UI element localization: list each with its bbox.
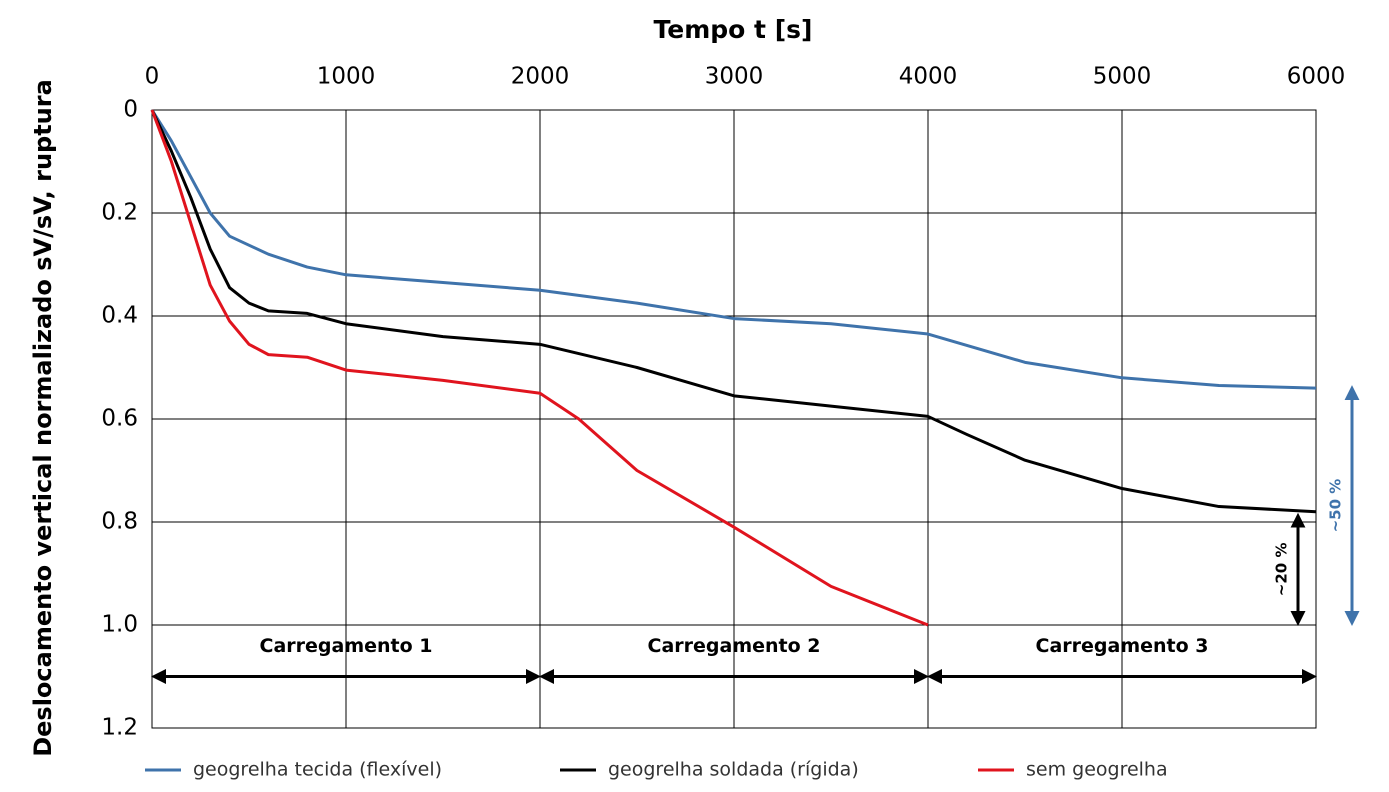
x-tick-label: 1000	[317, 64, 376, 90]
legend-label: geogrelha tecida (flexível)	[193, 759, 442, 781]
legend-label: geogrelha soldada (rígida)	[608, 759, 859, 781]
annotation-label: ~50 %	[1327, 479, 1345, 533]
x-tick-label: 3000	[705, 64, 764, 90]
phase-label: Carregamento 2	[648, 635, 821, 657]
phase-label: Carregamento 3	[1036, 635, 1209, 657]
x-tick-label: 2000	[511, 64, 570, 90]
y-tick-label: 1.2	[101, 715, 138, 741]
phase-label: Carregamento 1	[260, 635, 433, 657]
y-tick-label: 0.2	[101, 200, 138, 226]
y-tick-label: 1.0	[101, 612, 138, 638]
x-tick-label: 4000	[899, 64, 958, 90]
y-tick-label: 0.6	[101, 406, 138, 432]
x-tick-label: 0	[145, 64, 160, 90]
x-tick-label: 5000	[1093, 64, 1152, 90]
y-axis-title: Deslocamento vertical normalizado sV/sV,…	[29, 79, 57, 757]
x-axis-title: Tempo t [s]	[654, 15, 813, 44]
x-tick-label: 6000	[1287, 64, 1346, 90]
chart: Tempo t [s] Deslocamento vertical normal…	[0, 0, 1389, 792]
annotation-label: ~20 %	[1273, 542, 1291, 596]
y-tick-label: 0.8	[101, 509, 138, 535]
y-tick-label: 0.4	[101, 303, 138, 329]
legend-label: sem geogrelha	[1026, 759, 1168, 781]
y-tick-label: 0	[123, 97, 138, 123]
